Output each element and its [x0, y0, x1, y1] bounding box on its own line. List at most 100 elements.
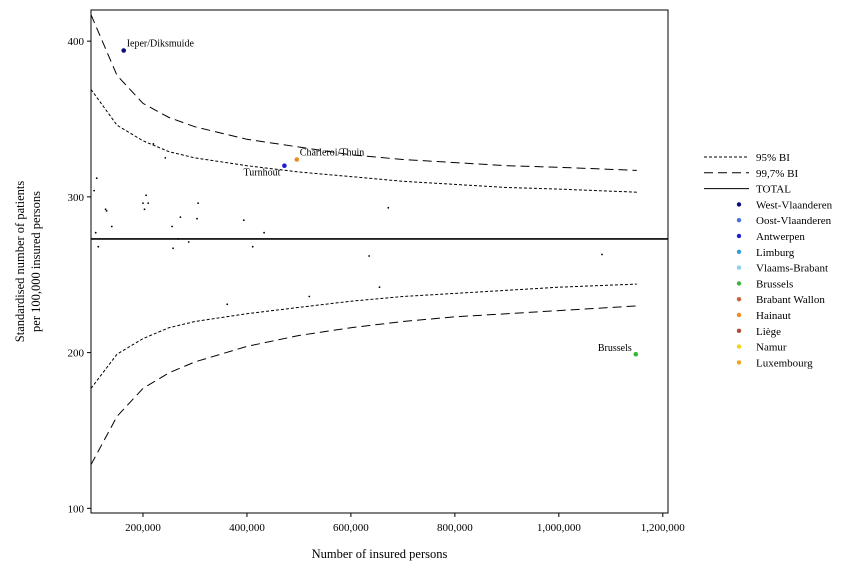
x-axis-title: Number of insured persons	[312, 547, 448, 561]
y-axis: 100 200 300 400	[68, 36, 91, 515]
data-point	[164, 157, 167, 159]
legend-dot-swatch	[736, 312, 742, 318]
legend-dot-swatch	[736, 265, 742, 270]
legend-item: TOTAL	[704, 184, 791, 196]
legend-item: Brussels	[736, 278, 793, 290]
legend-dot-swatch	[736, 233, 742, 239]
legend-label: Brussels	[756, 278, 793, 290]
x-tick-label: 600,000	[333, 522, 369, 534]
legend-dot-swatch	[736, 218, 742, 223]
data-point	[197, 202, 200, 205]
bound-curve-upper-95	[90, 89, 637, 193]
legend-item: Brabant Wallon	[736, 294, 825, 306]
legend-label: Hainaut	[756, 310, 791, 322]
data-point	[226, 303, 229, 306]
data-point	[171, 225, 174, 228]
x-axis: 200,000 400,000 600,000 800,000 1,000,000 1,2…	[125, 513, 685, 534]
legend-label: Limburg	[756, 247, 795, 259]
data-point	[251, 245, 254, 248]
legend-dot-swatch	[736, 202, 742, 207]
legend-label: Antwerpen	[756, 231, 805, 243]
legend-item: Namur	[736, 342, 787, 354]
data-point	[172, 247, 175, 250]
data-point	[601, 253, 603, 256]
legend-item: Oost-Vlaanderen	[736, 215, 832, 227]
data-point	[94, 231, 97, 234]
legend-dot-swatch	[736, 344, 742, 349]
legend-dot-swatch	[736, 328, 742, 333]
data-point	[104, 208, 107, 211]
legend-label: Luxembourg	[756, 357, 813, 369]
x-tick-label: 400,000	[229, 522, 265, 534]
x-tick-label: 800,000	[437, 522, 473, 534]
legend-label: West-Vlaanderen	[756, 199, 833, 211]
y-tick-label: 400	[68, 36, 85, 48]
data-point	[368, 255, 370, 257]
data-point	[142, 202, 144, 205]
data-point	[97, 245, 100, 248]
data-point	[152, 143, 155, 145]
y-tick-label: 200	[68, 348, 85, 360]
data-point	[387, 206, 390, 209]
legend: 95% BI 99,7% BI TOTAL West-Vlaanderen Oost-V…	[704, 152, 833, 369]
point-label: Brussels	[598, 343, 632, 354]
data-point	[378, 286, 381, 289]
confidence-bands	[90, 14, 637, 465]
legend-label: 95% BI	[756, 152, 790, 164]
data-point	[105, 210, 108, 212]
point-label: Ieper/Diksmuide	[127, 39, 195, 50]
data-point	[93, 189, 95, 192]
plot-frame	[90, 9, 669, 514]
legend-item: 99,7% BI	[704, 168, 799, 180]
legend-item: West-Vlaanderen	[736, 199, 833, 211]
point-label: Turnhout	[244, 168, 281, 179]
legend-label: 99,7% BI	[756, 168, 799, 180]
legend-dot-swatch	[736, 249, 742, 254]
legend-item: Liège	[736, 326, 781, 338]
x-tick-label: 200,000	[125, 522, 161, 534]
legend-label: Namur	[756, 342, 787, 354]
data-point	[242, 219, 245, 222]
data-point	[177, 238, 180, 240]
highlighted-point	[282, 163, 287, 168]
legend-label: Oost-Vlaanderen	[756, 215, 832, 227]
legend-item: Antwerpen	[736, 231, 805, 243]
data-points	[93, 48, 639, 357]
data-point	[308, 295, 311, 298]
highlighted-point	[294, 157, 300, 162]
legend-item: 95% BI	[704, 152, 790, 164]
legend-dot-swatch	[736, 297, 742, 302]
y-axis-title-line-2: per 100,000 insured persons	[29, 191, 43, 332]
legend-dot-swatch	[736, 360, 742, 365]
y-tick-label: 100	[68, 503, 85, 515]
data-point	[187, 241, 190, 243]
x-tick-label: 1,000,000	[537, 522, 582, 534]
highlighted-point	[121, 48, 126, 53]
data-point	[179, 216, 182, 219]
legend-dot-swatch	[736, 281, 742, 286]
legend-item: Limburg	[736, 247, 795, 259]
data-point	[95, 177, 98, 180]
legend-item: Vlaams-Brabant	[736, 263, 828, 275]
legend-label: TOTAL	[756, 184, 791, 196]
data-point	[110, 225, 113, 228]
bound-curve-lower-997	[90, 305, 637, 465]
data-point	[143, 208, 146, 211]
data-point	[263, 231, 265, 234]
legend-item: Hainaut	[736, 310, 791, 322]
point-label: Charleroi/Thuin	[300, 148, 364, 159]
legend-label: Liège	[756, 326, 781, 338]
highlighted-point	[633, 351, 639, 357]
legend-label: Vlaams-Brabant	[756, 263, 828, 275]
legend-label: Brabant Wallon	[756, 294, 825, 306]
data-point	[145, 194, 148, 197]
bound-curve-upper-997	[90, 14, 637, 171]
y-tick-label: 300	[68, 192, 85, 204]
data-point	[147, 202, 150, 205]
x-tick-label: 1,200,000	[641, 522, 686, 534]
point-annotations: Ieper/Diksmuide Turnhout Charleroi/Thuin Br…	[127, 39, 632, 355]
bound-curve-lower-95	[90, 283, 637, 389]
y-axis-title-line-1: Standardised number of patients	[13, 181, 27, 343]
data-point	[196, 217, 198, 220]
